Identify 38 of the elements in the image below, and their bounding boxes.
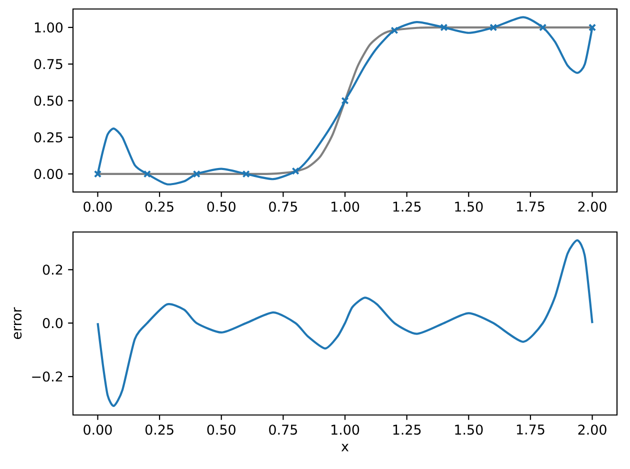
x-tick-label: 1.50 — [455, 424, 483, 435]
x-tick-label: 1.75 — [516, 202, 544, 212]
y-axis-title: error — [14, 307, 22, 340]
x-tick-label: 0.00 — [84, 202, 112, 212]
y-tick-label: 0.50 — [34, 96, 63, 106]
x-tick-label: 2.00 — [578, 202, 606, 212]
point — [538, 24, 547, 32]
y-tick-label: −0.2 — [32, 371, 62, 382]
y-tick-label: 0.2 — [42, 264, 62, 275]
y-tick-label: 1.00 — [34, 22, 63, 33]
x-tick-label: 1.00 — [332, 202, 360, 212]
point — [440, 24, 448, 32]
y-tick-label: 0.75 — [34, 58, 62, 70]
point — [341, 96, 349, 105]
point — [242, 170, 250, 178]
x-tick-label: 2.00 — [578, 424, 606, 435]
x-tick-label: 1.50 — [455, 202, 483, 212]
x-tick-label: 0.75 — [269, 424, 297, 435]
x-tick-label: 0.50 — [207, 202, 236, 212]
point — [390, 26, 398, 34]
point — [143, 170, 152, 178]
x-tick-label: 0.00 — [84, 424, 112, 435]
point — [292, 167, 300, 175]
x-tick-label: 0.25 — [145, 424, 174, 435]
x-tick-label: 1.75 — [516, 424, 544, 435]
x-tick-label: 0.75 — [269, 202, 297, 212]
line-series — [96, 239, 594, 407]
y-tick-label: 0.00 — [34, 168, 63, 180]
x-tick-label: 1.25 — [393, 202, 421, 212]
x-tick-label: 0.25 — [145, 202, 174, 212]
y-tick-label: 0.25 — [34, 132, 62, 142]
x-tick-label: 1.00 — [332, 424, 360, 435]
x-tick-label: 1.25 — [393, 424, 421, 435]
x-tick-label: 0.50 — [207, 424, 236, 435]
point — [490, 24, 498, 32]
point — [192, 170, 200, 178]
y-tick-label: 0.0 — [42, 318, 63, 328]
x-axis-title: x — [341, 444, 349, 452]
